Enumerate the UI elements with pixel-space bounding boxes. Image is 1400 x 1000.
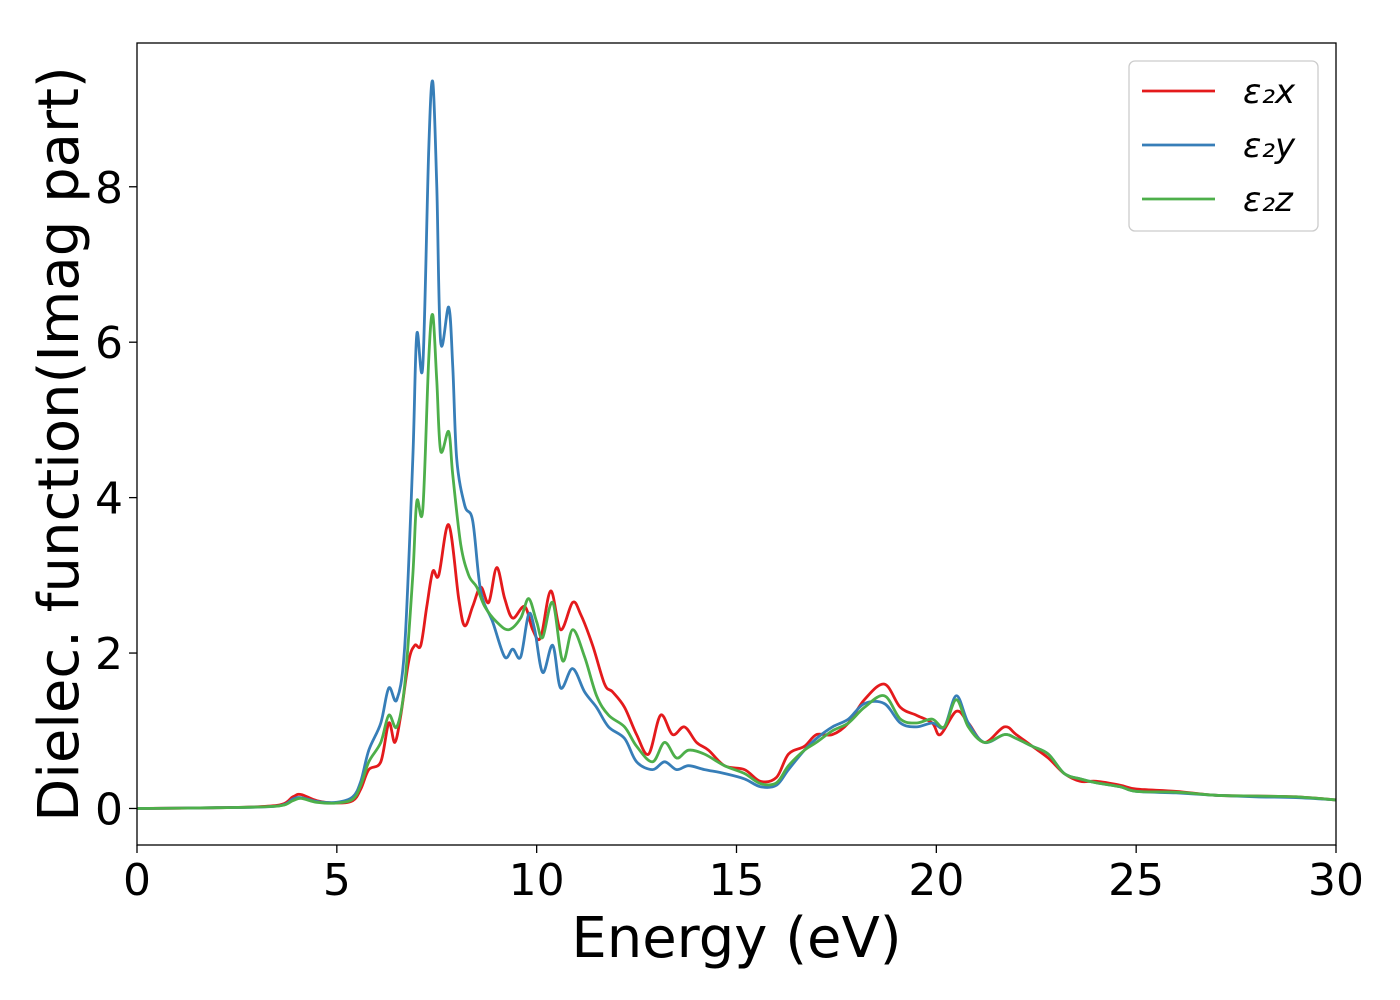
y-tick-label: 6 [95,318,123,369]
series-line-3 [137,312,1336,810]
legend-label: ε₂x [1243,72,1296,112]
series-layer [137,79,1336,810]
x-axis: 0 5 10 15 20 25 30 [123,845,1364,906]
legend-box [1128,60,1319,232]
x-tick-label: 5 [323,855,351,906]
x-tick-label: 25 [1108,855,1164,906]
y-axis-title: Dielec. function(Imag part) [27,66,92,822]
x-axis-title: Energy (eV) [571,906,901,971]
legend: ε₂x ε₂y ε₂z [1128,60,1319,232]
y-tick-label: 0 [95,784,123,835]
y-tick-label: 2 [95,629,123,680]
y-tick-label: 8 [95,163,123,214]
x-tick-label: 0 [123,855,151,906]
x-tick-label: 15 [709,855,765,906]
legend-label: ε₂z [1243,180,1294,220]
x-tick-label: 20 [908,855,964,906]
y-tick-label: 4 [95,474,123,525]
x-tick-label: 30 [1308,855,1364,906]
x-tick-label: 10 [509,855,565,906]
legend-label: ε₂y [1243,126,1296,166]
y-axis: 0 2 4 6 8 [95,163,137,835]
